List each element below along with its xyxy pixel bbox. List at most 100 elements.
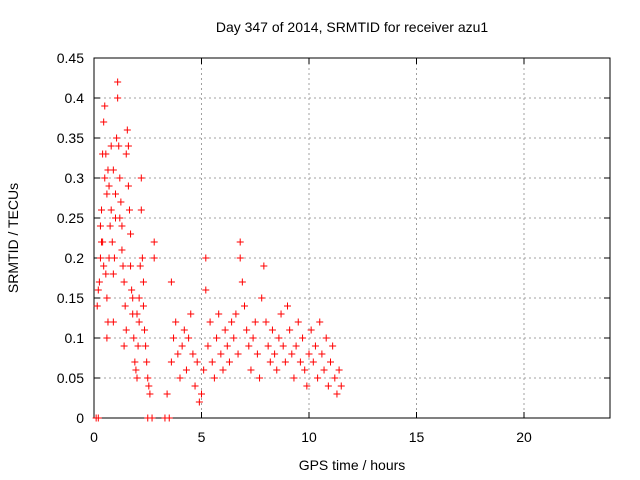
data-point [101, 174, 109, 182]
x-tick-label: 0 [90, 429, 98, 445]
data-point [327, 358, 334, 366]
data-point [144, 374, 152, 382]
data-point [208, 358, 216, 366]
data-point [107, 142, 115, 150]
data-point [94, 414, 102, 422]
data-point [238, 278, 246, 286]
data-point [215, 310, 223, 318]
data-point [101, 102, 109, 110]
data-point [143, 358, 151, 366]
y-tick-label: 0 [76, 410, 84, 426]
data-point [98, 206, 106, 214]
data-point [292, 342, 300, 350]
data-point [146, 390, 154, 398]
data-point [139, 278, 147, 286]
data-point [316, 318, 324, 326]
data-point [299, 334, 307, 342]
data-point [202, 286, 210, 294]
data-point [116, 174, 124, 182]
data-point [148, 414, 156, 422]
data-point [123, 126, 131, 134]
data-point [288, 350, 296, 358]
data-point [206, 318, 214, 326]
data-point [150, 238, 158, 246]
data-point [228, 318, 236, 326]
data-point [122, 326, 130, 334]
data-point [320, 366, 328, 374]
data-point [266, 358, 274, 366]
data-point [118, 246, 126, 254]
y-axis-label: SRMTID / TECUs [5, 183, 21, 293]
y-tick-label: 0.15 [57, 290, 84, 306]
plot-frame [93, 57, 611, 419]
data-point [241, 302, 248, 310]
data-point [167, 278, 175, 286]
data-point [139, 302, 147, 310]
x-tick-label: 20 [516, 429, 532, 445]
data-point [100, 118, 108, 126]
data-point [204, 342, 212, 350]
data-point [290, 374, 298, 382]
data-point [264, 342, 272, 350]
data-point [113, 134, 121, 142]
data-point [127, 230, 135, 238]
data-point [130, 334, 138, 342]
data-point [106, 222, 114, 230]
data-point [318, 350, 326, 358]
data-point [333, 390, 341, 398]
data-point [247, 366, 255, 374]
data-point [331, 374, 339, 382]
data-point [335, 366, 343, 374]
data-point [191, 382, 199, 390]
data-point [128, 286, 136, 294]
axis-ticks: 0 5 10 15 20 0 0.05 0.1 0.15 0.2 0.25 0.3 0.35 0.4 0.4… [57, 50, 610, 445]
y-tick-label: 0.05 [57, 370, 84, 386]
data-point [232, 310, 240, 318]
data-point [311, 342, 319, 350]
y-tick-label: 0.35 [57, 130, 84, 146]
data-point [133, 374, 141, 382]
data-point [109, 166, 117, 174]
data-point [114, 78, 122, 86]
data-point [236, 238, 244, 246]
chart-title: Day 347 of 2014, SRMTID for receiver azu… [216, 19, 489, 35]
data-point [236, 254, 244, 262]
data-point [307, 326, 315, 334]
data-point [127, 262, 135, 270]
data-point [213, 334, 221, 342]
y-tick-label: 0.4 [65, 90, 85, 106]
data-point [95, 278, 103, 286]
data-point [120, 342, 128, 350]
data-point [180, 326, 188, 334]
data-point [129, 294, 137, 302]
data-point [137, 174, 145, 182]
data-point [100, 262, 108, 270]
data-point [105, 182, 113, 190]
data-point [277, 310, 285, 318]
data-point [230, 334, 238, 342]
data-point [337, 382, 345, 390]
data-point [124, 182, 132, 190]
data-point [256, 374, 264, 382]
x-axis-label: GPS time / hours [299, 457, 406, 473]
data-point [118, 222, 126, 230]
data-point [176, 374, 184, 382]
data-point [193, 358, 201, 366]
data-point [273, 366, 281, 374]
data-point [195, 398, 203, 406]
data-point [165, 414, 173, 422]
data-point [133, 310, 141, 318]
data-point [125, 206, 133, 214]
data-point [286, 326, 294, 334]
data-point [120, 278, 128, 286]
data-point [119, 262, 127, 270]
data-point [102, 150, 110, 158]
data-point [117, 198, 125, 206]
data-point [134, 342, 142, 350]
data-point [281, 358, 289, 366]
data-point [322, 334, 330, 342]
data-point [301, 366, 309, 374]
data-point [109, 270, 117, 278]
data-point [98, 238, 106, 246]
